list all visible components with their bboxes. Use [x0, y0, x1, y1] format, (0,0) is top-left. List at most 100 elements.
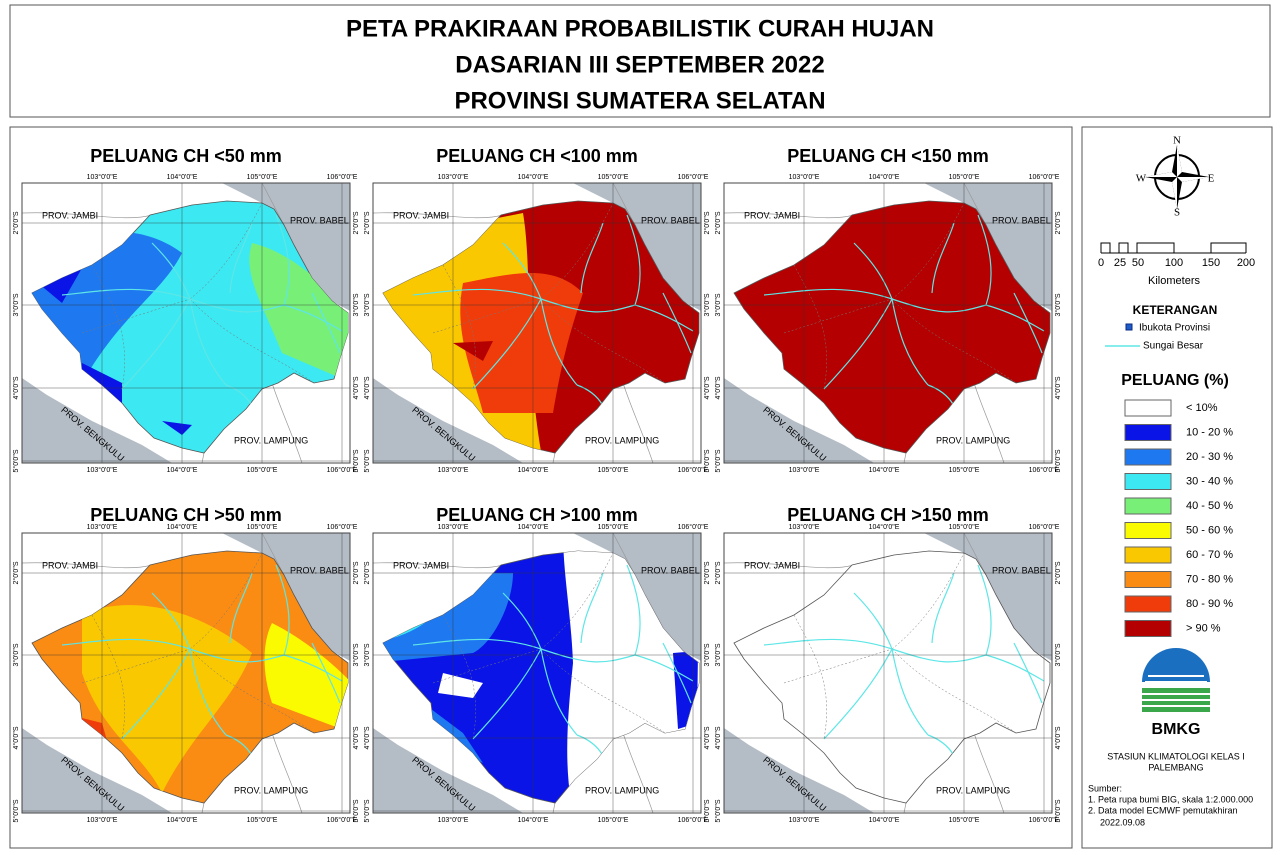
lon-label: 104°0'0"E	[869, 173, 900, 181]
river	[540, 298, 578, 386]
lat-label: 5°0'0"S	[12, 449, 20, 472]
scale-unit: Kilometers	[1148, 275, 1200, 287]
class-swatch	[1124, 424, 1172, 441]
river	[823, 298, 893, 390]
class-label: 60 - 70 %	[1186, 549, 1233, 561]
panel-title: PELUANG CH >50 mm	[90, 505, 282, 525]
lon-label: 103°0'0"E	[87, 523, 118, 531]
class-swatch	[1124, 473, 1172, 490]
neighbour-border	[724, 183, 1005, 463]
compass-star	[1145, 145, 1209, 209]
class-swatch	[1124, 546, 1172, 564]
river	[229, 222, 253, 294]
sea	[724, 378, 874, 463]
lon-label: 104°0'0"E	[869, 466, 900, 474]
lon-label: 106°0'0"E	[678, 523, 709, 531]
lon-label: 103°0'0"E	[438, 466, 469, 474]
lat-label: 2°0'0"S	[352, 561, 360, 584]
lon-label: 103°0'0"E	[438, 816, 469, 824]
keterangan-item: Ibukota Provinsi	[1139, 323, 1210, 334]
sea	[724, 728, 874, 813]
river	[121, 298, 191, 390]
sea	[924, 533, 1052, 661]
class-label: < 10%	[1186, 402, 1218, 414]
district-borders	[432, 202, 666, 390]
compass-letter: N	[1173, 135, 1181, 147]
lon-label: 104°0'0"E	[518, 523, 549, 531]
lat-label: 4°0'0"S	[714, 726, 722, 749]
lat-label: 4°0'0"S	[363, 726, 371, 749]
probability-zone	[460, 273, 583, 413]
lon-label: 103°0'0"E	[789, 466, 820, 474]
lon-label: 106°0'0"E	[1029, 816, 1060, 824]
probability-zone	[438, 673, 483, 698]
river	[189, 298, 227, 386]
river	[853, 242, 893, 300]
class-label: 20 - 30 %	[1186, 451, 1233, 463]
lon-label: 104°0'0"E	[869, 523, 900, 531]
district-borders	[783, 552, 1017, 740]
river	[1013, 642, 1043, 704]
sea	[22, 378, 172, 463]
lat-label: 4°0'0"S	[1054, 726, 1062, 749]
map-frame	[372, 182, 702, 464]
logo-text: BMKG	[1152, 721, 1201, 738]
scale-label: 200	[1237, 257, 1255, 269]
river	[311, 642, 341, 704]
class-label: 10 - 20 %	[1186, 426, 1233, 438]
lon-label: 105°0'0"E	[247, 523, 278, 531]
lon-label: 105°0'0"E	[949, 466, 980, 474]
sea	[222, 533, 350, 661]
scale-label: 25	[1114, 257, 1126, 269]
class-label: 30 - 40 %	[1186, 475, 1233, 487]
panel-title: PELUANG CH >100 mm	[436, 505, 638, 525]
lon-label: 105°0'0"E	[247, 466, 278, 474]
scale-label: 0	[1098, 257, 1104, 269]
river	[121, 648, 191, 740]
compass-letter: W	[1136, 173, 1147, 185]
river	[626, 214, 641, 306]
river	[472, 298, 542, 390]
title-line: PROVINSI SUMATERA SELATAN	[454, 87, 825, 114]
lat-label: 4°0'0"S	[714, 376, 722, 399]
neighbour-border	[22, 533, 303, 813]
lon-label: 104°0'0"E	[518, 816, 549, 824]
title-line: DASARIAN III SEPTEMBER 2022	[455, 51, 824, 78]
class-label: 70 - 80 %	[1186, 573, 1233, 585]
lat-label: 3°0'0"S	[714, 293, 722, 316]
sea	[924, 183, 1052, 311]
class-label: > 90 %	[1186, 622, 1221, 634]
lat-label: 4°0'0"S	[352, 726, 360, 749]
lon-label: 106°0'0"E	[678, 466, 709, 474]
class-swatch	[1124, 448, 1172, 466]
lon-label: 104°0'0"E	[518, 173, 549, 181]
district-borders	[432, 552, 666, 740]
lat-label: 3°0'0"S	[1054, 643, 1062, 666]
logo-stripes	[1142, 693, 1210, 707]
sea	[573, 183, 701, 311]
neighbour-border	[724, 533, 1005, 813]
logo-dome	[1142, 648, 1210, 682]
lon-label: 103°0'0"E	[789, 816, 820, 824]
class-swatch	[1124, 399, 1172, 417]
river	[275, 214, 290, 306]
lat-label: 5°0'0"S	[703, 799, 711, 822]
capital-symbol	[1125, 323, 1133, 331]
lon-label: 103°0'0"E	[438, 173, 469, 181]
logo-lines	[1145, 675, 1207, 683]
lon-label: 105°0'0"E	[247, 816, 278, 824]
lon-label: 103°0'0"E	[789, 523, 820, 531]
river	[626, 564, 641, 656]
province-label: PROV. BABEL	[992, 565, 1051, 575]
lon-label: 105°0'0"E	[949, 173, 980, 181]
lon-label: 104°0'0"E	[167, 173, 198, 181]
sea	[22, 728, 172, 813]
map-frame	[723, 532, 1053, 814]
title-line: PETA PRAKIRAAN PROBABILISTIK CURAH HUJAN	[346, 15, 934, 42]
province-label: PROV. BABEL	[641, 565, 700, 575]
river	[472, 648, 542, 740]
